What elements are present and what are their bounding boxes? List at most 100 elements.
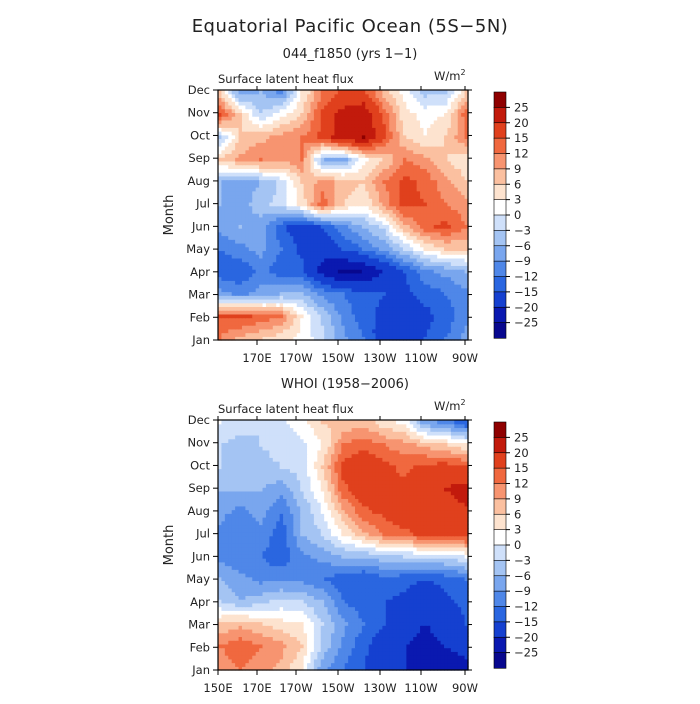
heatmap-cell: [232, 291, 236, 295]
heatmap-cell: [406, 228, 410, 232]
heatmap-cell: [263, 187, 267, 191]
heatmap-cell: [369, 284, 373, 288]
heatmap-cell: [221, 254, 225, 258]
heatmap-cell: [358, 120, 362, 124]
heatmap-cell: [352, 127, 356, 131]
heatmap-cell: [379, 329, 383, 333]
heatmap-cell: [338, 180, 342, 184]
heatmap-cell: [269, 247, 273, 251]
heatmap-cell: [345, 224, 349, 228]
heatmap-cell: [396, 232, 400, 236]
heatmap-cell: [286, 284, 290, 288]
heatmap-cell: [297, 247, 301, 251]
heatmap-cell: [362, 329, 366, 333]
heatmap-cell: [232, 109, 236, 113]
heatmap-cell: [300, 280, 304, 284]
heatmap-cell: [413, 105, 417, 109]
heatmap-cell: [252, 135, 256, 139]
heatmap-cell: [228, 303, 232, 307]
heatmap-cell: [245, 172, 249, 176]
heatmap-cell: [324, 165, 328, 169]
heatmap-cell: [307, 321, 311, 325]
heatmap-cell: [345, 273, 349, 277]
heatmap-cell: [352, 254, 356, 258]
heatmap-cell: [420, 146, 424, 150]
heatmap-cell: [434, 101, 438, 105]
heatmap-cell: [328, 168, 332, 172]
heatmap-cell: [437, 236, 441, 240]
heatmap-cell: [345, 247, 349, 251]
heatmap-cell: [423, 180, 427, 184]
heatmap-cell: [293, 105, 297, 109]
heatmap-cell: [263, 288, 267, 292]
heatmap-cell: [376, 183, 380, 187]
heatmap-cell: [358, 284, 362, 288]
heatmap-cell: [352, 306, 356, 310]
heatmap-cell: [341, 232, 345, 236]
heatmap-cell: [331, 101, 335, 105]
heatmap-cell: [365, 139, 369, 143]
heatmap-cell: [280, 247, 284, 251]
heatmap-cell: [259, 94, 263, 98]
heatmap-cell: [461, 243, 465, 247]
heatmap-cell: [355, 105, 359, 109]
heatmap-cell: [434, 213, 438, 217]
heatmap-cell: [252, 250, 256, 254]
heatmap-cell: [400, 306, 404, 310]
heatmap-cell: [341, 299, 345, 303]
heatmap-cell: [417, 187, 421, 191]
heatmap-cell: [331, 232, 335, 236]
heatmap-cell: [269, 232, 273, 236]
heatmap-cell: [242, 206, 246, 210]
heatmap-cell: [437, 228, 441, 232]
heatmap-cell: [444, 176, 448, 180]
heatmap-cell: [393, 329, 397, 333]
heatmap-cell: [358, 105, 362, 109]
heatmap-cell: [283, 142, 287, 146]
heatmap-cell: [263, 321, 267, 325]
heatmap-cell: [379, 269, 383, 273]
heatmap-cell: [348, 202, 352, 206]
heatmap-cell: [304, 172, 308, 176]
heatmap-cell: [376, 131, 380, 135]
heatmap-cell: [451, 194, 455, 198]
heatmap-cell: [283, 120, 287, 124]
heatmap-cell: [286, 321, 290, 325]
heatmap-cell: [242, 247, 246, 251]
heatmap-cell: [218, 306, 222, 310]
heatmap-cell: [314, 202, 318, 206]
heatmap-cell: [372, 329, 376, 333]
heatmap-cell: [263, 273, 267, 277]
heatmap-cell: [382, 124, 386, 128]
heatmap-cell: [382, 232, 386, 236]
heatmap-cell: [458, 90, 462, 94]
heatmap-cell: [300, 262, 304, 266]
heatmap-cell: [328, 180, 332, 184]
heatmap-cell: [365, 135, 369, 139]
heatmap-cell: [358, 299, 362, 303]
heatmap-cell: [228, 273, 232, 277]
heatmap-cell: [400, 187, 404, 191]
heatmap-cell: [297, 142, 301, 146]
heatmap-cell: [269, 250, 273, 254]
heatmap-cell: [386, 94, 390, 98]
heatmap-cell: [382, 265, 386, 269]
heatmap-cell: [338, 314, 342, 318]
heatmap-cell: [376, 213, 380, 217]
heatmap-cell: [355, 139, 359, 143]
heatmap-cell: [365, 112, 369, 116]
heatmap-cell: [310, 284, 314, 288]
heatmap-cell: [423, 142, 427, 146]
heatmap-cell: [365, 232, 369, 236]
heatmap-cell: [273, 325, 277, 329]
heatmap-cell: [451, 191, 455, 195]
heatmap-cell: [352, 112, 356, 116]
heatmap-cell: [393, 284, 397, 288]
heatmap-cell: [379, 306, 383, 310]
heatmap-cell: [317, 139, 321, 143]
heatmap-cell: [273, 120, 277, 124]
heatmap-cell: [423, 194, 427, 198]
heatmap-cell: [461, 176, 465, 180]
heatmap-cell: [310, 228, 314, 232]
heatmap-cell: [283, 131, 287, 135]
